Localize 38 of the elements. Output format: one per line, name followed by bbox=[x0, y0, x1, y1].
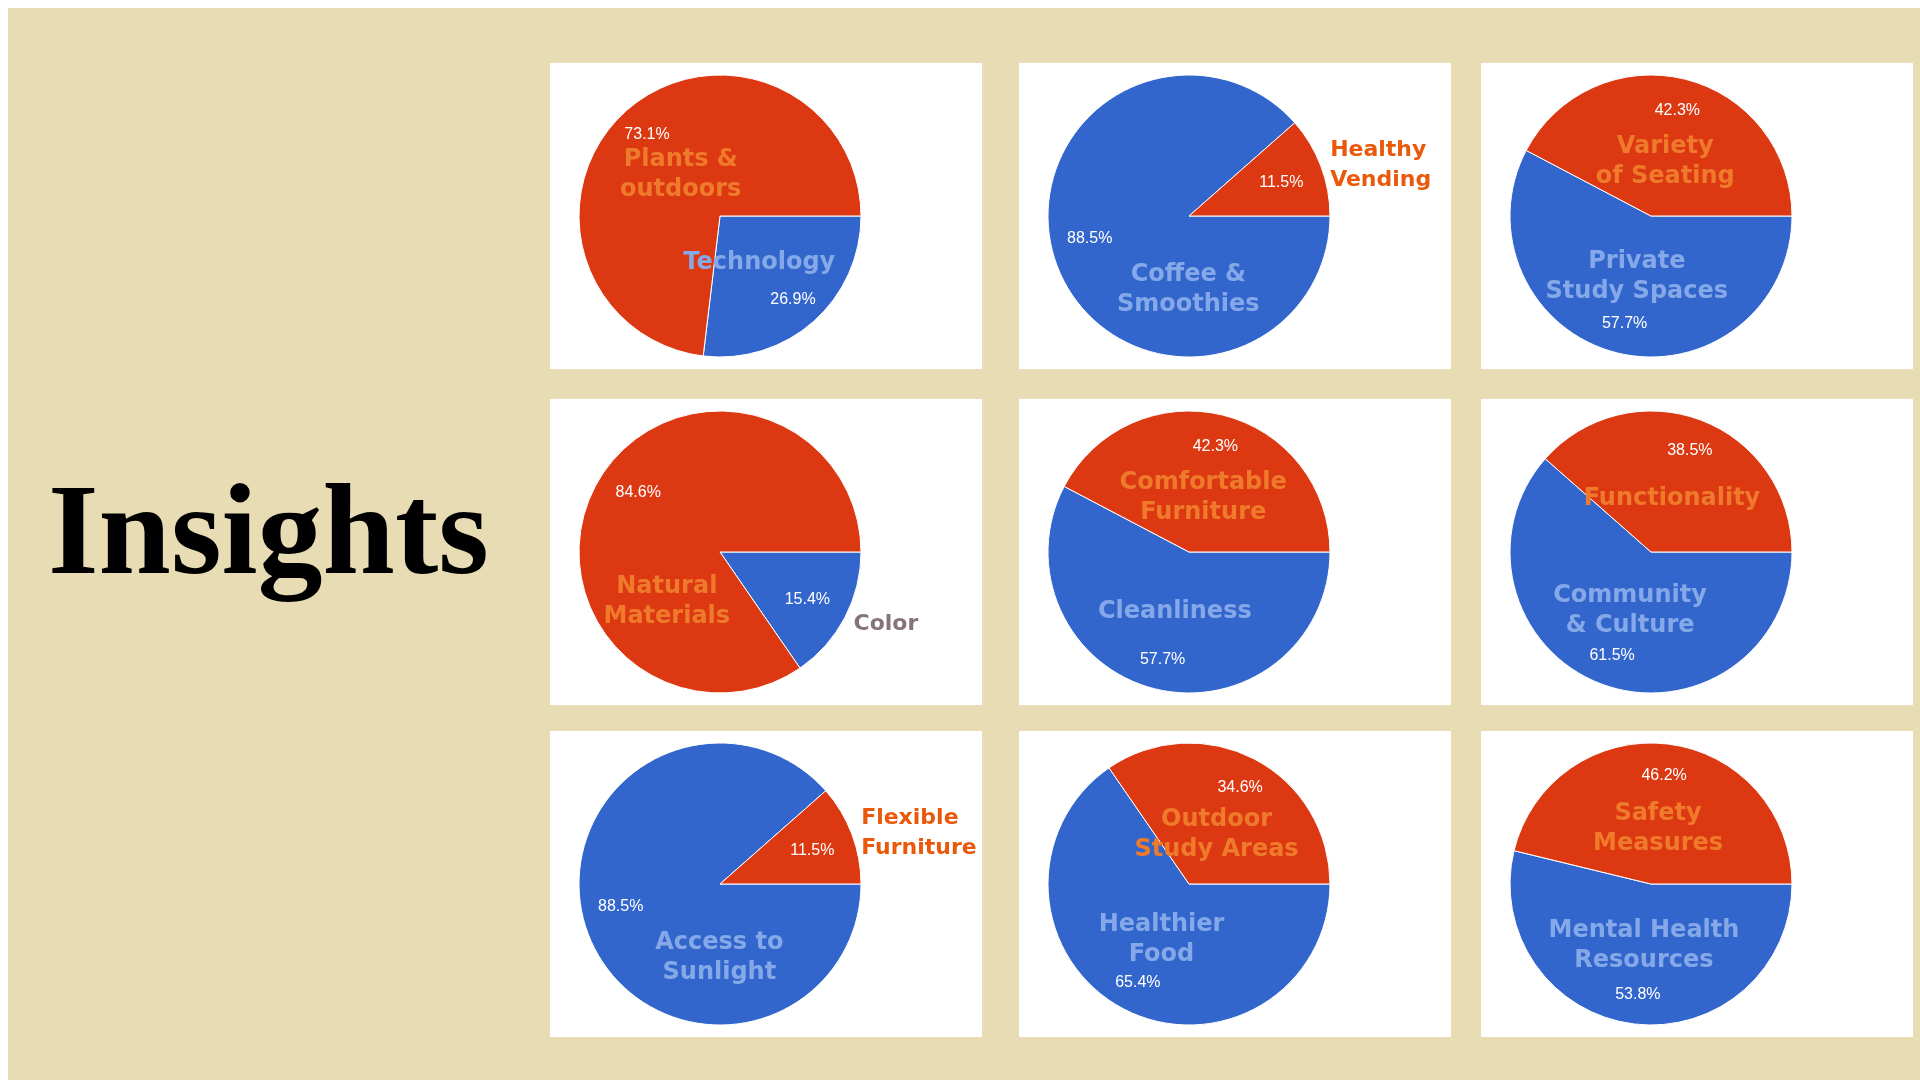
data-label: 15.4% bbox=[784, 589, 831, 607]
data-label: 26.9% bbox=[770, 289, 816, 307]
slice-label: Functionality bbox=[1583, 483, 1761, 511]
slice-label: Plants & outdoors bbox=[620, 144, 742, 203]
data-label: 57.7% bbox=[1139, 650, 1186, 668]
data-label: 84.6% bbox=[615, 483, 661, 501]
data-label: 88.5% bbox=[598, 896, 644, 914]
slice-label: Safety Measures bbox=[1592, 797, 1724, 856]
slice-label: Mental Health Resources bbox=[1548, 915, 1740, 974]
pie-slice bbox=[578, 742, 862, 1026]
text: Insights bbox=[48, 457, 489, 602]
slice-label: Cleanliness bbox=[1097, 595, 1252, 624]
data-label: 11.5% bbox=[790, 840, 835, 858]
slice-label: Access to Sunlight bbox=[655, 926, 784, 985]
data-label: 88.5% bbox=[1067, 228, 1113, 246]
data-label: 34.6% bbox=[1217, 778, 1263, 796]
slice-label: Healthy Vending bbox=[1330, 136, 1432, 192]
slice-label: Flexible Furniture bbox=[861, 804, 977, 860]
data-label: 57.7% bbox=[1601, 314, 1648, 332]
data-label: 38.5% bbox=[1667, 440, 1713, 458]
data-label: 73.1% bbox=[624, 125, 670, 143]
data-label: 42.3% bbox=[1654, 100, 1701, 118]
data-label: 11.5% bbox=[1259, 172, 1304, 190]
slice-label: Comfortable Furniture bbox=[1119, 466, 1287, 525]
pie-slice bbox=[1047, 74, 1331, 358]
data-label: 53.8% bbox=[1615, 984, 1661, 1002]
data-label: 65.4% bbox=[1115, 972, 1161, 990]
slice-label: Color bbox=[853, 609, 919, 635]
slice-label: Private Study Spaces bbox=[1545, 245, 1729, 304]
slice-label: Healthier Food bbox=[1098, 908, 1225, 967]
slice-label: Variety of Seating bbox=[1595, 130, 1735, 189]
pie-slice bbox=[578, 74, 862, 357]
slice-label: Coffee & Smoothies bbox=[1117, 258, 1260, 317]
data-label: 42.3% bbox=[1192, 436, 1239, 454]
data-label: 46.2% bbox=[1641, 766, 1687, 784]
slice-label: Natural Materials bbox=[603, 570, 731, 629]
slice-label: Community & Culture bbox=[1553, 579, 1708, 638]
data-label: 61.5% bbox=[1589, 646, 1635, 664]
